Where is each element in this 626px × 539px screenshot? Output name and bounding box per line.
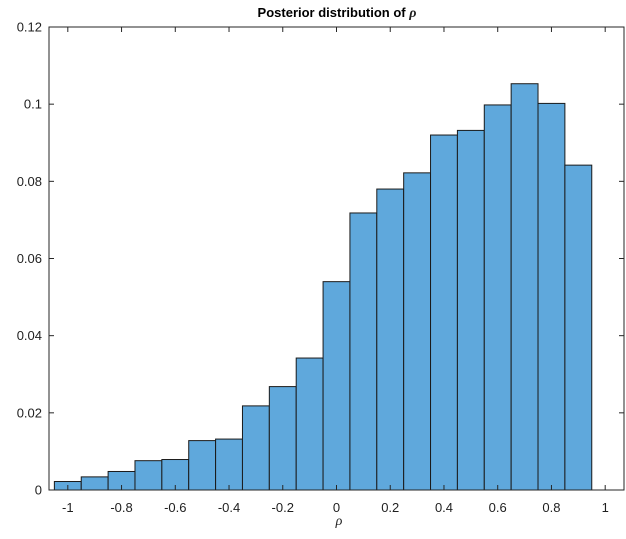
x-tick-label: 0 [333,500,340,515]
x-tick-label: 1 [602,500,609,515]
x-tick-label: 0.2 [381,500,399,515]
histogram-bar [188,440,217,491]
histogram-bar [295,357,324,491]
x-tick-label: 0.6 [489,500,507,515]
histogram-bar [215,438,243,491]
y-tick-label: 0.08 [17,174,42,189]
x-axis-label: ρ [335,514,343,529]
x-tick-label: 0.4 [435,500,453,515]
histogram-bar [376,188,405,491]
x-tick-label: -1 [62,500,74,515]
x-tick-label: -0.8 [110,500,132,515]
x-tick-label: -0.6 [164,500,186,515]
histogram-bar [241,405,270,491]
histogram-bar [349,212,378,491]
bars-group [53,83,593,491]
ticks-group: -1 -0.8 -0.6 -0.4 -0.2 0 0.2 0.4 0.6 0.8 1 0 0.02 0.0… [17,20,624,515]
x-tick-label: -0.4 [218,500,240,515]
histogram-bar [564,164,593,491]
histogram-bar [430,134,458,491]
histogram-bar [268,386,297,491]
histogram-bar [537,102,566,491]
histogram-bar [161,459,190,491]
y-tick-label: 0.12 [17,20,42,35]
histogram-bar [483,104,512,491]
y-tick-label: 0.1 [24,97,42,112]
y-tick-label: 0.04 [17,328,42,343]
y-tick-label: 0.06 [17,251,42,266]
y-tick-label: 0 [35,483,42,498]
histogram-bar [510,83,539,491]
histogram-bar [403,172,432,491]
histogram-bar [456,129,485,491]
chart-title-text: Posterior distribution of [258,5,410,20]
y-tick-label: 0.02 [17,405,42,420]
chart-title: Posterior distribution of ρ [258,5,417,21]
x-tick-label: 0.8 [542,500,560,515]
x-tick-label: -0.2 [272,500,294,515]
histogram-bar [80,476,109,491]
histogram-bar [134,460,163,491]
chart-title-symbol: ρ [408,6,416,21]
histogram-bar [322,281,351,491]
